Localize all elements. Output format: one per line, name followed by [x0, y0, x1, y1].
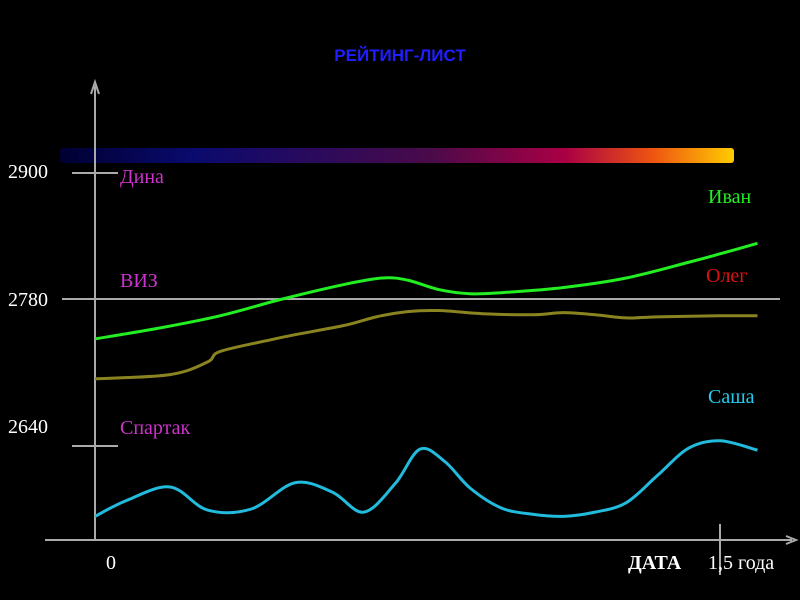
- x-end-label: 1,5 года: [708, 552, 775, 574]
- ytick-label-2900: 2900: [8, 161, 48, 183]
- x-axis-arrow: [785, 535, 799, 545]
- reference-label-spartak: Спартак: [120, 417, 191, 439]
- series-line-oleg: [94, 308, 758, 381]
- chart-title: РЕЙТИНГ-ЛИСТ: [334, 46, 466, 65]
- ytick-label-2640: 2640: [8, 416, 48, 438]
- ytick-label-2780: 2780: [8, 289, 48, 311]
- series-label-sasha: Саша: [708, 386, 755, 408]
- x-axis-label: ДАТА: [628, 552, 682, 574]
- series-label-oleg: Олег: [706, 265, 748, 287]
- series-line-ivan: [94, 241, 758, 341]
- reference-label-dina: Дина: [120, 166, 164, 188]
- series-label-ivan: Иван: [708, 186, 752, 208]
- x-origin-label: 0: [106, 552, 116, 574]
- reference-label-viz: ВИЗ: [120, 270, 158, 292]
- gradient-band: [60, 148, 734, 163]
- series-line-sasha: [94, 439, 758, 518]
- y-axis-arrow: [90, 78, 100, 95]
